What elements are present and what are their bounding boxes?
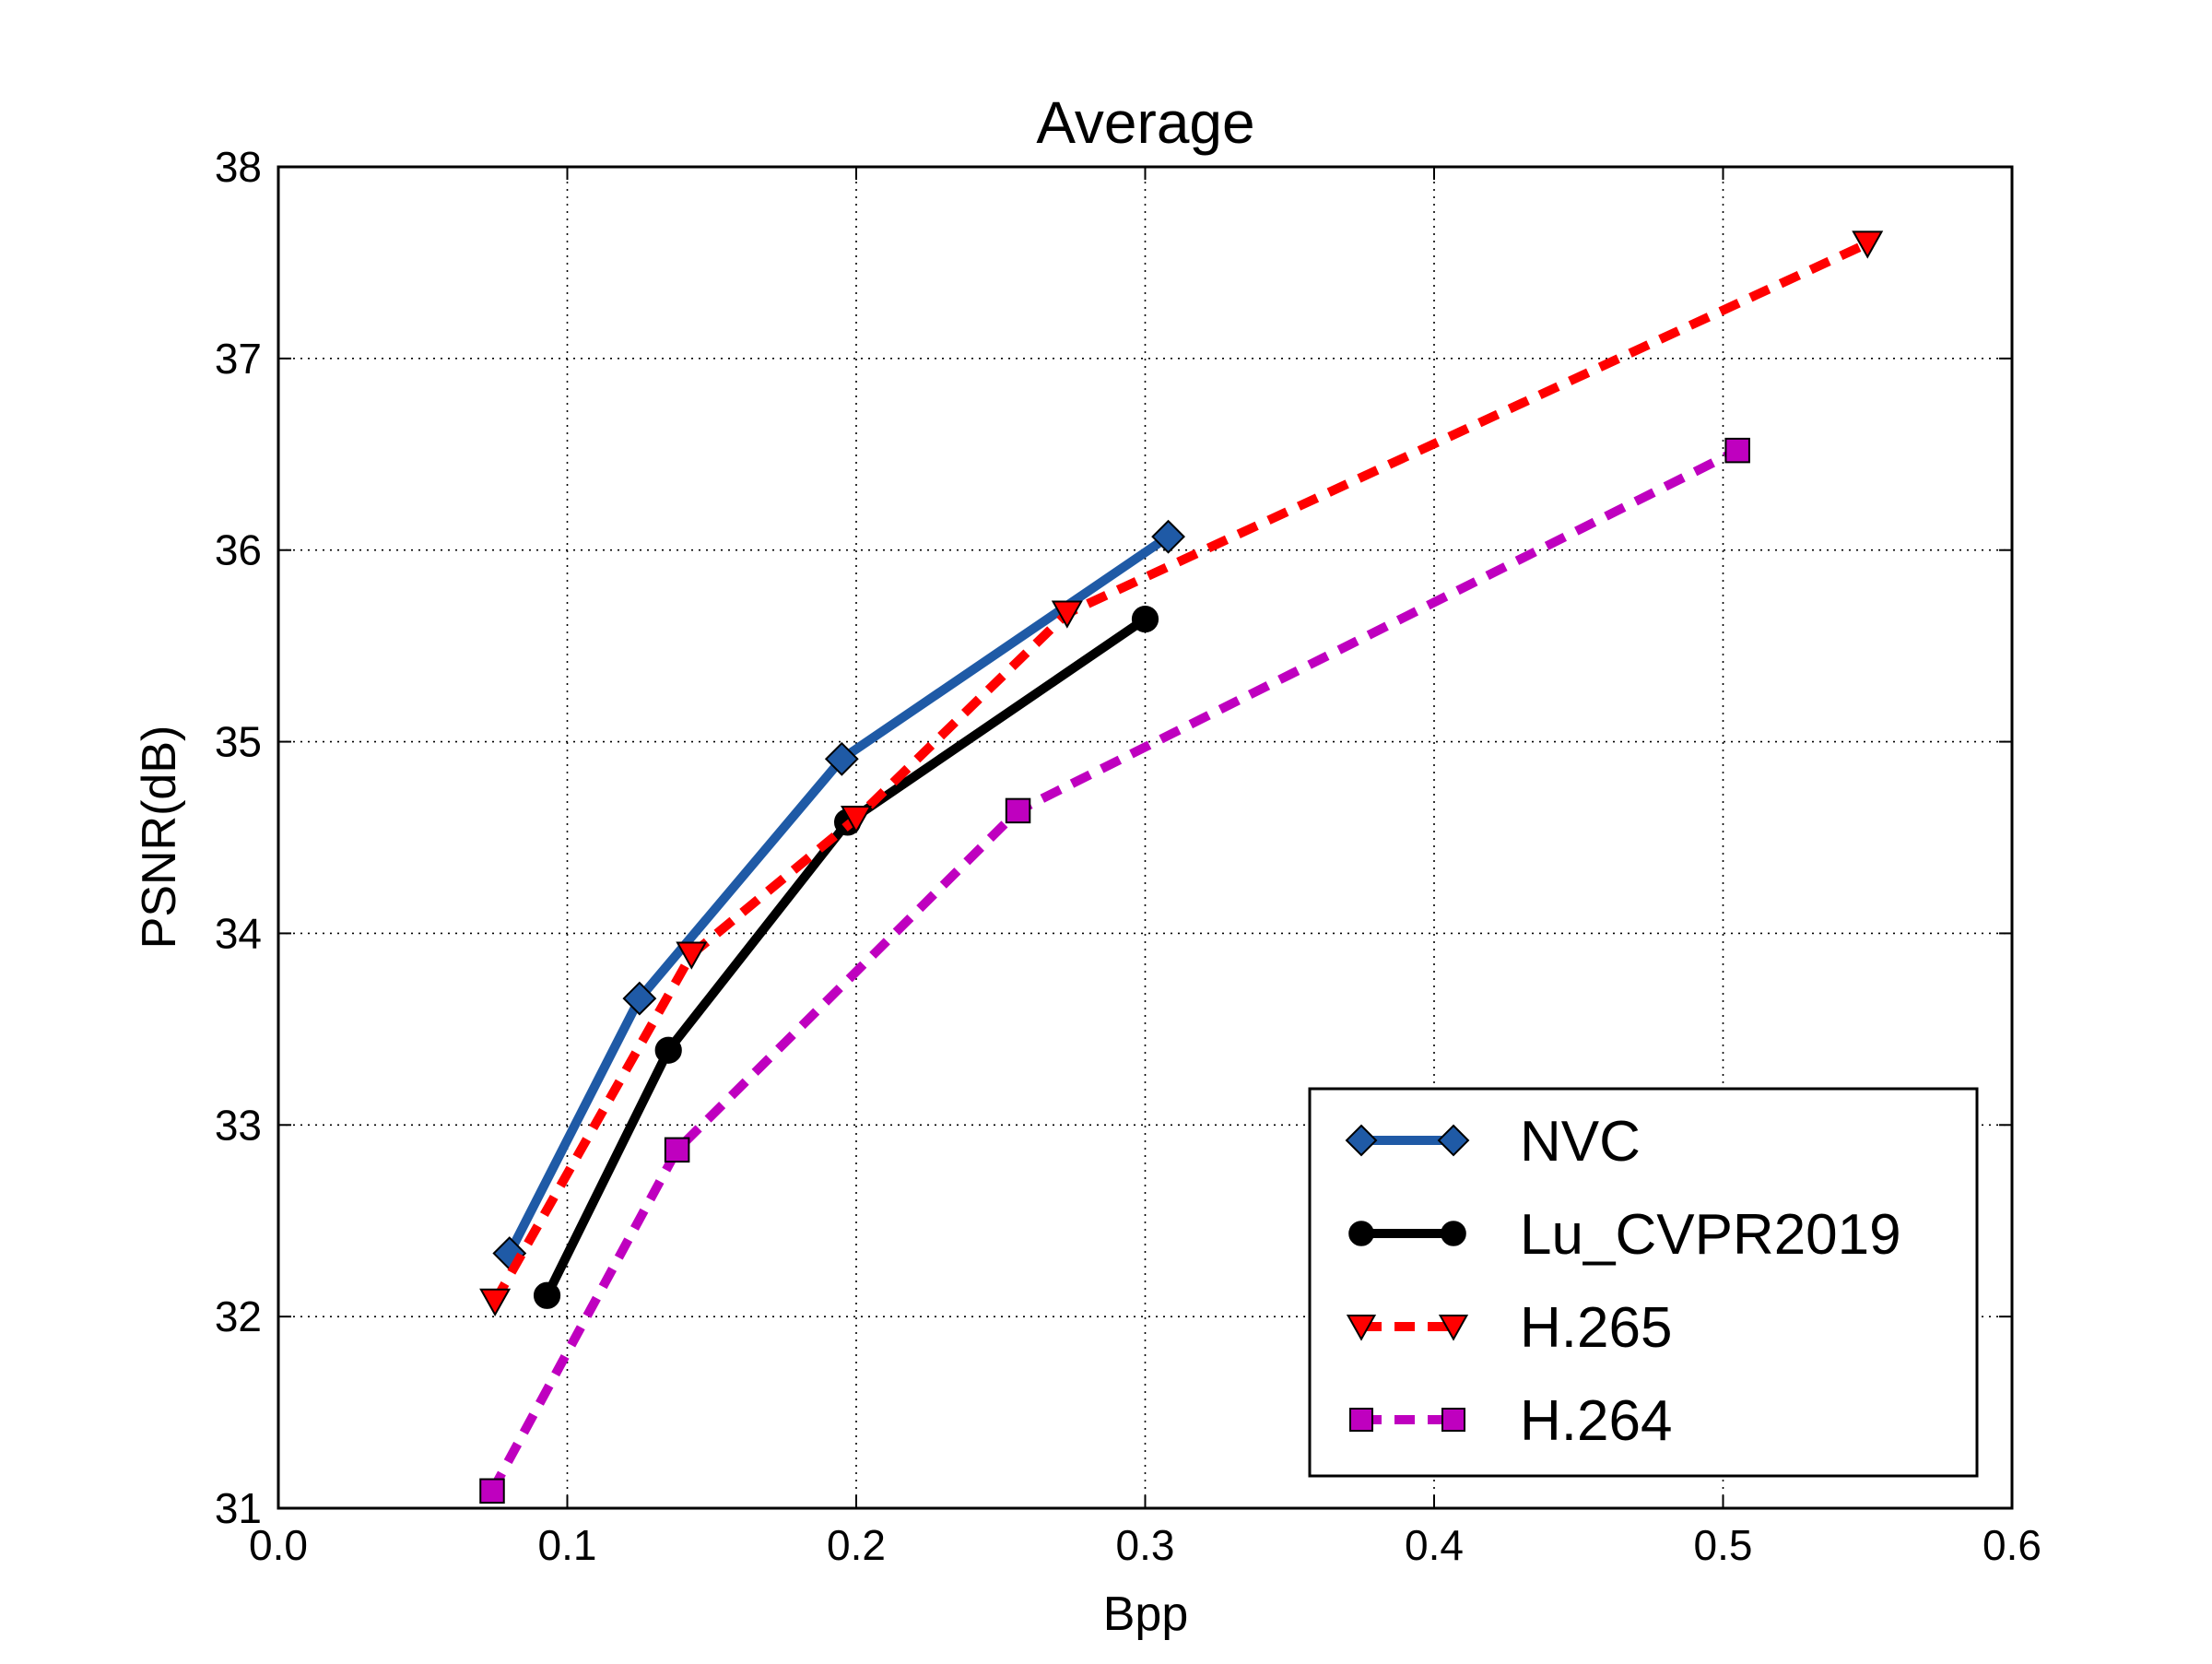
x-tick-label: 0.1 [538,1521,597,1569]
chart-title: Average [1036,89,1254,156]
y-tick-label: 36 [215,526,262,574]
series-2-point-3 [1051,600,1083,629]
legend-entry-2: H.265 [1346,1296,1672,1360]
series-2-point-0 [479,1288,512,1317]
x-tick-label: 0.6 [1983,1521,2041,1569]
series-1-point-1 [654,1036,682,1064]
series-line-3 [488,446,1740,1493]
x-axis-label: Bpp [1103,1587,1189,1641]
legend-marker-start-3 [1349,1408,1373,1432]
series-3-point-0 [479,1478,505,1505]
y-tick-label: 32 [215,1292,262,1340]
y-tick-label: 33 [215,1101,262,1149]
legend: NVC Lu_CVPR2019 H.265 H.264 [1308,1087,1979,1478]
tick-layer: 0.0 0.1 0.2 0.3 0.4 0.5 0.6 31 32 33 34 35 36 37 38 [215,143,2041,1569]
legend-marker-end-3 [1441,1408,1465,1432]
legend-label-2: H.265 [1520,1296,1672,1360]
legend-label-3: H.264 [1520,1389,1672,1453]
series-layer [479,230,1884,1505]
legend-marker-end-2 [1438,1315,1469,1341]
series-3-point-2 [1005,797,1031,824]
series-line-0 [505,533,1171,1256]
series-1-point-0 [533,1281,561,1309]
legend-marker-end-0 [1437,1124,1470,1157]
legend-marker-start-2 [1346,1315,1377,1341]
y-tick-label: 34 [215,909,262,957]
y-tick-label: 38 [215,143,262,191]
y-tick-label: 37 [215,335,262,383]
x-tick-label: 0.0 [249,1521,308,1569]
series-0 [492,519,1185,1270]
legend-entry-3: H.264 [1349,1389,1672,1453]
series-line-1 [543,615,1148,1298]
series-1-point-3 [1131,605,1159,633]
legend-marker-start-1 [1348,1221,1374,1246]
series-3-point-1 [664,1137,690,1163]
legend-entry-1: Lu_CVPR2019 [1348,1203,1901,1267]
series-3 [479,437,1750,1505]
y-tick-label: 31 [215,1484,262,1532]
grid-layer [278,167,2012,1508]
series-3-point-3 [1724,437,1750,464]
series-0-point-3 [1151,519,1185,554]
x-tick-label: 0.3 [1116,1521,1175,1569]
legend-marker-end-1 [1441,1221,1466,1246]
legend-box [1308,1087,1979,1478]
series-2-point-2 [840,805,873,834]
legend-marker-start-0 [1345,1124,1378,1157]
series-2-point-1 [676,941,708,970]
x-tick-label: 0.2 [827,1521,886,1569]
series-0-point-2 [824,741,859,776]
legend-label-1: Lu_CVPR2019 [1520,1203,1901,1267]
x-tick-label: 0.5 [1694,1521,1753,1569]
series-2-point-4 [1852,230,1884,259]
series-2 [479,230,1884,1317]
y-axis-label: PSNR(dB) [133,726,186,950]
legend-entry-0: NVC [1345,1110,1641,1174]
legend-label-0: NVC [1520,1110,1641,1174]
x-tick-label: 0.4 [1405,1521,1464,1569]
series-0-point-1 [622,981,657,1016]
y-tick-label: 35 [215,718,262,766]
